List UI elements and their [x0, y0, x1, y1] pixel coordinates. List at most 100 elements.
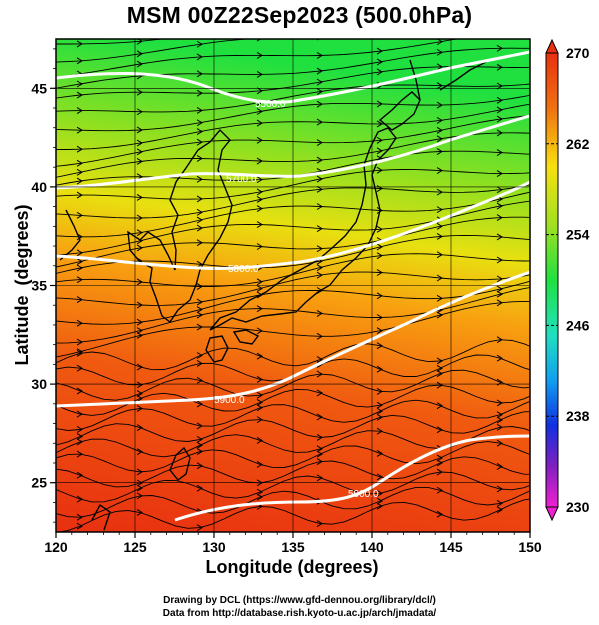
streamline-arrow	[436, 426, 443, 434]
coastlines	[59, 59, 487, 531]
streamline-arrow	[376, 120, 383, 128]
streamline-arrow	[76, 168, 83, 176]
streamline-arrow	[376, 58, 383, 66]
streamline-arrow	[76, 364, 83, 372]
streamline-arrow	[376, 497, 383, 505]
streamline-arrow	[256, 375, 263, 383]
streamline-arrow	[76, 495, 83, 503]
streamline-arrow	[196, 352, 203, 359]
streamline-arrow	[376, 292, 383, 300]
streamline-arrow	[136, 332, 143, 339]
streamline-arrow	[436, 370, 443, 378]
streamline-arrow	[437, 14, 442, 20]
streamline-arrow	[496, 115, 503, 123]
streamline-arrow	[316, 203, 323, 210]
streamline	[56, 486, 530, 518]
streamline-arrow	[316, 118, 323, 126]
streamline-arrow	[496, 233, 503, 241]
streamline-arrow	[256, 460, 263, 468]
streamline-arrow	[256, 327, 263, 335]
streamline-arrow	[196, 441, 203, 449]
streamline-arrow	[496, 44, 503, 52]
streamline-arrow	[136, 278, 143, 286]
streamline-arrow	[436, 116, 443, 124]
streamline-arrow	[436, 148, 443, 155]
streamline-arrow	[376, 449, 383, 457]
colorbar-tick-label: 254	[566, 227, 590, 243]
colorbar-tick-label: 246	[566, 317, 590, 333]
streamline	[56, 384, 530, 416]
streamline-arrow	[136, 424, 143, 432]
streamline-arrow	[136, 148, 143, 156]
streamline-arrow	[316, 264, 323, 272]
streamline-arrow	[317, 16, 322, 22]
streamline-arrow	[436, 233, 443, 240]
streamline-arrow	[496, 214, 503, 222]
streamline-arrow	[436, 48, 443, 56]
streamline-arrow	[436, 167, 443, 174]
streamline	[56, 280, 530, 325]
streamline-arrow	[136, 381, 143, 389]
streamline-arrow	[436, 294, 443, 302]
streamline-arrow	[316, 139, 323, 147]
streamline-arrow	[256, 285, 263, 292]
streamline-arrow	[196, 376, 203, 384]
streamline-arrow	[376, 100, 383, 108]
x-tick-label: 145	[439, 539, 463, 555]
streamline-arrow	[196, 208, 203, 216]
streamline-arrow	[376, 327, 383, 335]
streamline-arrow	[76, 91, 83, 99]
credit-drawing: Drawing by DCL (https://www.gfd-dennou.o…	[163, 595, 436, 606]
streamline-arrow	[316, 67, 323, 75]
streamline-arrow	[316, 78, 323, 86]
streamline-arrow	[76, 211, 83, 219]
streamline-arrow	[76, 177, 83, 185]
x-tick-label: 130	[202, 539, 226, 555]
streamline-arrow	[496, 399, 503, 407]
streamline-arrow	[316, 271, 323, 279]
streamline	[56, 471, 530, 503]
streamline-arrow	[436, 402, 443, 410]
streamline-arrow	[436, 188, 443, 196]
streamline-arrow	[256, 305, 263, 313]
streamline-arrow	[496, 285, 503, 293]
streamline-arrow	[256, 493, 263, 501]
colorbar-ramp	[545, 52, 559, 508]
streamline-arrow	[76, 513, 83, 521]
streamline-arrow	[376, 413, 383, 421]
streamline	[56, 94, 530, 132]
streamline-arrow	[376, 185, 383, 192]
colorbar: 270 262 254 246 238 230	[545, 38, 590, 522]
streamline-arrow	[256, 221, 263, 228]
streamline-arrow	[316, 156, 323, 164]
x-tick-label: 135	[281, 539, 305, 555]
colorbar-tick-label: 230	[566, 499, 590, 515]
streamline-arrow	[496, 416, 503, 424]
streamline-arrow	[256, 196, 263, 203]
height-contours	[56, 50, 530, 522]
streamline	[56, 216, 530, 268]
streamline-arrow	[316, 474, 323, 482]
streamline-arrow	[496, 290, 503, 298]
streamline-arrow	[496, 186, 503, 194]
streamline-arrow	[496, 170, 503, 177]
streamline-arrow	[376, 252, 383, 260]
streamline-arrow	[436, 126, 443, 134]
streamline-arrow	[376, 147, 383, 155]
streamline-arrow	[497, 8, 502, 14]
streamline-arrow	[316, 356, 323, 363]
colorbar-lower-arrow	[545, 506, 559, 522]
colorbar-upper-arrow	[545, 38, 559, 54]
streamline-arrow	[496, 423, 503, 431]
streamline-arrow	[196, 323, 203, 331]
streamline-arrow	[316, 309, 323, 317]
streamline-arrow	[196, 138, 203, 146]
streamline-arrow	[136, 50, 143, 58]
streamline-arrow	[196, 216, 203, 224]
streamline-arrow	[76, 387, 83, 395]
streamline-arrow	[196, 155, 203, 162]
streamline-arrow	[496, 485, 503, 493]
streamline-arrow	[136, 390, 143, 398]
streamline-arrow	[136, 301, 143, 309]
streamline-arrow	[376, 68, 383, 76]
